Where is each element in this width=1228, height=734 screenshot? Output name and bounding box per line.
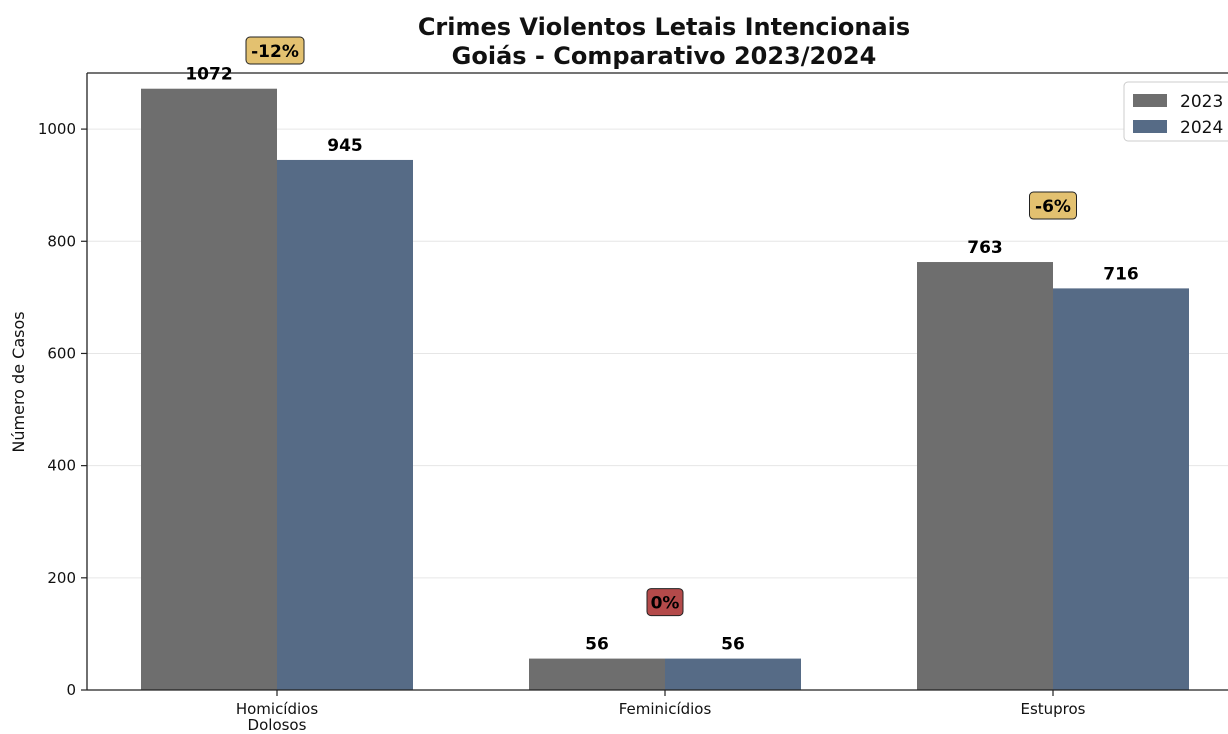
- change-badge: [646, 588, 684, 617]
- change-badge-label: -12%: [251, 42, 299, 62]
- y-tick-label: 200: [47, 569, 76, 587]
- y-tick-label: 1000: [38, 120, 76, 138]
- y-tick-label: 600: [47, 344, 76, 362]
- chart-title-line-1: Crimes Violentos Letais Intencionais: [418, 13, 910, 41]
- bar-layer: [141, 88, 1189, 691]
- y-tick-label: 400: [47, 457, 76, 475]
- category-label: Homicídios: [236, 700, 319, 718]
- data-label-2023: 1072: [185, 65, 232, 85]
- category-label: Estupros: [1020, 700, 1085, 718]
- chart-title-line-2: Goiás - Comparativo 2023/2024: [452, 42, 877, 70]
- data-label-2024: 716: [1103, 264, 1139, 284]
- bar-2024: [1053, 288, 1189, 690]
- data-label-2024: 945: [327, 136, 363, 156]
- y-axis-label: Número de Casos: [9, 311, 28, 452]
- legend-label-2024: 2024: [1180, 118, 1223, 138]
- legend-swatch-2024: [1133, 120, 1167, 133]
- data-label-2023: 56: [585, 635, 609, 655]
- legend: 2023 2024: [1123, 81, 1228, 142]
- y-tick-label: 800: [47, 232, 76, 250]
- change-badge-label: -6%: [1035, 197, 1071, 217]
- bar-2024: [277, 159, 413, 690]
- bar-2024: [665, 658, 801, 690]
- change-badge-label: 0%: [651, 594, 680, 614]
- legend-label-2023: 2023: [1180, 92, 1223, 112]
- label-layer: 1072 945 -12% 56 56 0% 763 716 -6%: [185, 36, 1139, 655]
- change-badge: [1029, 191, 1077, 220]
- data-label-2024: 56: [721, 635, 745, 655]
- legend-swatch-2023: [1133, 94, 1167, 107]
- bar-2023: [141, 88, 277, 691]
- bar-2023: [917, 262, 1053, 690]
- change-badge: [245, 36, 305, 65]
- category-label: Dolosos: [248, 716, 307, 734]
- data-label-2023: 763: [967, 238, 1003, 258]
- category-label: Feminicídios: [619, 700, 712, 718]
- y-tick-label: 0: [66, 681, 76, 699]
- bar-2023: [529, 658, 665, 690]
